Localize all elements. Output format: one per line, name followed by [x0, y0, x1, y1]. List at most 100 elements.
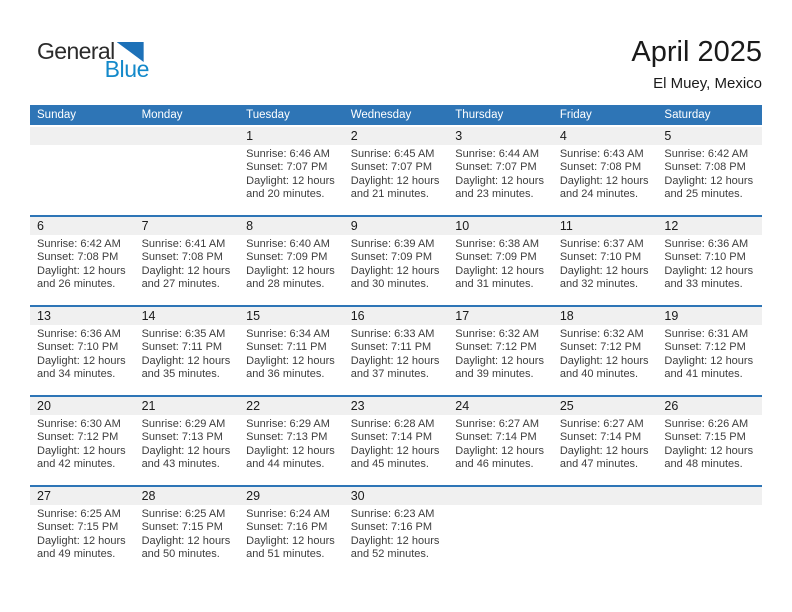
- day-number: 6: [30, 217, 135, 235]
- sunrise-text: Sunrise: 6:32 AM: [455, 328, 540, 340]
- day-number-band-empty: [134, 127, 240, 145]
- empty-cell: [30, 127, 135, 215]
- day-number: 17: [448, 307, 553, 325]
- day-details: Sunrise: 6:24 AM Sunset: 7:16 PM Daylight:…: [239, 505, 344, 562]
- daylight-text: Daylight: 12 hours and 25 minutes.: [664, 174, 754, 201]
- day-cell: 18 Sunrise: 6:32 AM Sunset: 7:12 PM Dayligh…: [552, 307, 658, 395]
- empty-cell: [134, 127, 240, 215]
- empty-cell: [448, 487, 553, 575]
- daylight-text: Daylight: 12 hours and 33 minutes.: [664, 264, 754, 291]
- sunrise-text: Sunrise: 6:33 AM: [350, 328, 435, 340]
- page-subtitle: El Muey, Mexico: [653, 75, 762, 92]
- day-cell: 16 Sunrise: 6:33 AM Sunset: 7:11 PM Dayligh…: [343, 307, 449, 395]
- day-details: Sunrise: 6:27 AM Sunset: 7:14 PM Daylight:…: [448, 415, 553, 472]
- day-cell: 17 Sunrise: 6:32 AM Sunset: 7:12 PM Dayligh…: [448, 307, 553, 395]
- daylight-text: Daylight: 12 hours and 31 minutes.: [455, 264, 544, 291]
- sunset-text: Sunset: 7:10 PM: [37, 341, 119, 354]
- daylight-text: Daylight: 12 hours and 39 minutes.: [455, 354, 544, 381]
- day-number-band-empty: [448, 487, 553, 505]
- day-number: 19: [657, 307, 762, 325]
- sunrise-text: Sunrise: 6:45 AM: [350, 148, 435, 160]
- daylight-text: Daylight: 12 hours and 32 minutes.: [559, 264, 649, 291]
- week-row: 20 Sunrise: 6:30 AM Sunset: 7:12 PM Dayligh…: [30, 395, 762, 485]
- daylight-text: Daylight: 12 hours and 28 minutes.: [246, 264, 335, 291]
- sunrise-text: Sunrise: 6:28 AM: [350, 418, 435, 430]
- sunset-text: Sunset: 7:07 PM: [246, 161, 328, 174]
- day-details: Sunrise: 6:25 AM Sunset: 7:15 PM Daylight:…: [135, 505, 240, 562]
- day-details: Sunrise: 6:29 AM Sunset: 7:13 PM Daylight:…: [135, 415, 240, 472]
- day-number-band-empty: [552, 487, 658, 505]
- day-cell: 14 Sunrise: 6:35 AM Sunset: 7:11 PM Dayligh…: [134, 307, 240, 395]
- sunset-text: Sunset: 7:08 PM: [141, 251, 223, 264]
- week-row: 1 Sunrise: 6:46 AM Sunset: 7:07 PM Daylight…: [30, 125, 762, 215]
- day-details: Sunrise: 6:29 AM Sunset: 7:13 PM Daylight:…: [239, 415, 344, 472]
- day-number: 30: [343, 487, 449, 505]
- day-cell: 10 Sunrise: 6:38 AM Sunset: 7:09 PM Dayligh…: [448, 217, 553, 305]
- empty-cell: [657, 487, 762, 575]
- day-details: Sunrise: 6:32 AM Sunset: 7:12 PM Daylight:…: [448, 325, 553, 382]
- day-number: 25: [552, 397, 658, 415]
- sunset-text: Sunset: 7:10 PM: [559, 251, 642, 264]
- calendar: Sunday Monday Tuesday Wednesday Thursday Frid…: [30, 105, 762, 575]
- general-blue-logo: General Blue: [37, 40, 149, 81]
- sunset-text: Sunset: 7:15 PM: [37, 521, 119, 534]
- sunrise-text: Sunrise: 6:25 AM: [37, 508, 121, 520]
- day-number: 4: [552, 127, 658, 145]
- day-cell: 26 Sunrise: 6:26 AM Sunset: 7:15 PM Dayligh…: [657, 397, 762, 485]
- day-number: 1: [239, 127, 344, 145]
- sunrise-text: Sunrise: 6:25 AM: [141, 508, 226, 520]
- sunset-text: Sunset: 7:16 PM: [350, 521, 433, 534]
- day-cell: 6 Sunrise: 6:42 AM Sunset: 7:08 PM Daylight…: [30, 217, 135, 305]
- day-cell: 20 Sunrise: 6:30 AM Sunset: 7:12 PM Dayligh…: [30, 397, 135, 485]
- sunset-text: Sunset: 7:12 PM: [664, 341, 746, 354]
- daylight-text: Daylight: 12 hours and 42 minutes.: [37, 444, 126, 471]
- day-cell: 23 Sunrise: 6:28 AM Sunset: 7:14 PM Dayligh…: [343, 397, 449, 485]
- sunset-text: Sunset: 7:11 PM: [350, 341, 432, 354]
- sunset-text: Sunset: 7:13 PM: [246, 431, 328, 444]
- daylight-text: Daylight: 12 hours and 26 minutes.: [37, 264, 126, 291]
- sunrise-text: Sunrise: 6:38 AM: [455, 238, 540, 250]
- sunset-text: Sunset: 7:14 PM: [455, 431, 537, 444]
- sunset-text: Sunset: 7:07 PM: [350, 161, 433, 174]
- daylight-text: Daylight: 12 hours and 35 minutes.: [141, 354, 231, 381]
- sunset-text: Sunset: 7:12 PM: [559, 341, 642, 354]
- day-details: Sunrise: 6:42 AM Sunset: 7:08 PM Daylight:…: [657, 145, 762, 202]
- day-cell: 25 Sunrise: 6:27 AM Sunset: 7:14 PM Dayligh…: [552, 397, 658, 485]
- day-cell: 9 Sunrise: 6:39 AM Sunset: 7:09 PM Daylight…: [343, 217, 449, 305]
- day-cell: 30 Sunrise: 6:23 AM Sunset: 7:16 PM Dayligh…: [343, 487, 449, 575]
- sunrise-text: Sunrise: 6:27 AM: [559, 418, 644, 430]
- sunrise-text: Sunrise: 6:43 AM: [559, 148, 644, 160]
- sunset-text: Sunset: 7:12 PM: [455, 341, 537, 354]
- sunset-text: Sunset: 7:12 PM: [37, 431, 119, 444]
- day-cell: 27 Sunrise: 6:25 AM Sunset: 7:15 PM Dayligh…: [30, 487, 135, 575]
- daylight-text: Daylight: 12 hours and 51 minutes.: [246, 534, 335, 561]
- day-number: 26: [657, 397, 762, 415]
- page-title: April 2025: [631, 36, 762, 68]
- sunset-text: Sunset: 7:14 PM: [350, 431, 433, 444]
- sunrise-text: Sunrise: 6:46 AM: [246, 148, 330, 160]
- day-cell: 2 Sunrise: 6:45 AM Sunset: 7:07 PM Daylight…: [343, 127, 449, 215]
- day-cell: 19 Sunrise: 6:31 AM Sunset: 7:12 PM Dayligh…: [657, 307, 762, 395]
- daylight-text: Daylight: 12 hours and 37 minutes.: [350, 354, 440, 381]
- day-details: Sunrise: 6:40 AM Sunset: 7:09 PM Daylight:…: [239, 235, 344, 292]
- sunrise-text: Sunrise: 6:41 AM: [141, 238, 226, 250]
- day-cell: 24 Sunrise: 6:27 AM Sunset: 7:14 PM Dayligh…: [448, 397, 553, 485]
- daylight-text: Daylight: 12 hours and 48 minutes.: [664, 444, 754, 471]
- day-details: Sunrise: 6:26 AM Sunset: 7:15 PM Daylight:…: [657, 415, 762, 472]
- day-number: 29: [239, 487, 344, 505]
- day-cell: 7 Sunrise: 6:41 AM Sunset: 7:08 PM Daylight…: [134, 217, 240, 305]
- sunset-text: Sunset: 7:10 PM: [664, 251, 746, 264]
- daylight-text: Daylight: 12 hours and 45 minutes.: [350, 444, 440, 471]
- daylight-text: Daylight: 12 hours and 23 minutes.: [455, 174, 544, 201]
- day-number: 9: [343, 217, 449, 235]
- day-cell: 11 Sunrise: 6:37 AM Sunset: 7:10 PM Dayligh…: [552, 217, 658, 305]
- day-number-band-empty: [657, 487, 762, 505]
- day-cell: 28 Sunrise: 6:25 AM Sunset: 7:15 PM Dayligh…: [134, 487, 240, 575]
- daylight-text: Daylight: 12 hours and 34 minutes.: [37, 354, 126, 381]
- sunrise-text: Sunrise: 6:29 AM: [141, 418, 226, 430]
- weekday-label: Friday: [559, 109, 592, 121]
- day-number: 8: [239, 217, 344, 235]
- title-block: April 2025 El Muey, Mexico: [631, 36, 762, 92]
- day-details: Sunrise: 6:28 AM Sunset: 7:14 PM Daylight:…: [344, 415, 449, 472]
- daylight-text: Daylight: 12 hours and 50 minutes.: [141, 534, 231, 561]
